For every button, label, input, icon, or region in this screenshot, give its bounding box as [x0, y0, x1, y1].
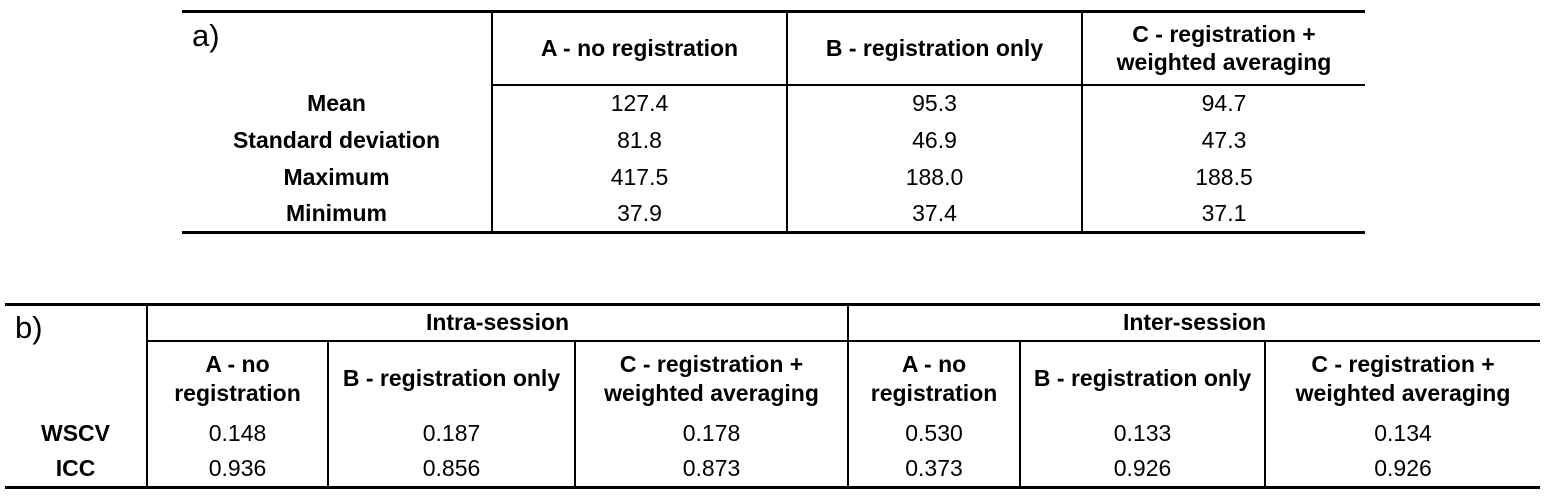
value-cell: 0.148 [146, 415, 328, 452]
table-b-sub-header-row: A - no registration B - registration onl… [5, 340, 1541, 416]
table-a: a) A - no registration B - registration … [182, 10, 1365, 234]
value-cell: 0.936 [146, 451, 328, 488]
panel-label-b: b) [15, 310, 43, 345]
table-row: ICC 0.936 0.856 0.873 0.373 0.926 0.926 [5, 451, 1541, 488]
value-cell: 0.530 [847, 415, 1021, 452]
value-cell: 0.856 [327, 451, 575, 488]
table-b-col-header-intra-a: A - no registration [146, 340, 328, 416]
value-cell: 0.187 [327, 415, 575, 452]
value-cell: 37.9 [491, 195, 787, 233]
table-a-col-header-a: A - no registration [491, 11, 787, 86]
value-cell: 127.4 [491, 84, 787, 122]
table-row: Minimum 37.9 37.4 37.1 [182, 195, 1365, 233]
table-a-col-header-b: B - registration only [786, 11, 1082, 86]
table-row: WSCV 0.148 0.187 0.178 0.530 0.133 0.134 [5, 415, 1541, 452]
table-b-col-header-inter-b: B - registration only [1019, 340, 1266, 416]
value-cell: 0.373 [847, 451, 1021, 488]
value-cell: 95.3 [786, 84, 1082, 122]
value-cell: 0.178 [573, 415, 849, 452]
value-cell: 94.7 [1081, 84, 1365, 122]
group-header-intra-session: Intra-session [145, 304, 849, 342]
row-label-wscv: WSCV [41, 420, 110, 446]
panel-label-a: a) [192, 18, 220, 53]
table-a-header-row: a) A - no registration B - registration … [182, 11, 1365, 86]
value-cell: 0.926 [1019, 451, 1266, 488]
value-cell: 0.133 [1019, 415, 1266, 452]
value-cell: 81.8 [491, 121, 787, 159]
value-cell: 47.3 [1081, 121, 1365, 159]
row-label-mean: Mean [307, 89, 366, 116]
table-row: Maximum 417.5 188.0 188.5 [182, 158, 1365, 196]
group-header-inter-session: Inter-session [847, 304, 1541, 342]
row-label-maximum: Maximum [283, 163, 390, 190]
row-label-icc: ICC [55, 455, 96, 482]
table-b-col-header-inter-c: C - registration + weighted averaging [1264, 340, 1541, 416]
value-cell: 0.873 [573, 451, 849, 488]
table-row: Mean 127.4 95.3 94.7 [182, 84, 1365, 122]
value-cell: 417.5 [491, 158, 787, 196]
row-label-standard-deviation: Standard deviation [232, 126, 441, 153]
table-a-col-header-c: C - registration + weighted averaging [1081, 11, 1365, 86]
value-cell: 188.5 [1081, 158, 1365, 196]
table-b-col-header-intra-c: C - registration + weighted averaging [573, 340, 849, 416]
table-b-col-header-intra-b: B - registration only [327, 340, 575, 416]
row-label-minimum: Minimum [286, 199, 387, 226]
value-cell: 46.9 [786, 121, 1082, 159]
value-cell: 0.134 [1264, 415, 1541, 452]
table-b-col-header-inter-a: A - no registration [847, 340, 1021, 416]
value-cell: 188.0 [786, 158, 1082, 196]
table-b-group-header-row: b) Intra-session Inter-session [5, 304, 1541, 345]
value-cell: 0.926 [1264, 451, 1541, 488]
value-cell: 37.1 [1081, 195, 1365, 233]
table-row: Standard deviation 81.8 46.9 47.3 [182, 121, 1365, 159]
value-cell: 37.4 [786, 195, 1082, 233]
table-b: b) Intra-session Inter-session A - no re… [5, 303, 1541, 489]
